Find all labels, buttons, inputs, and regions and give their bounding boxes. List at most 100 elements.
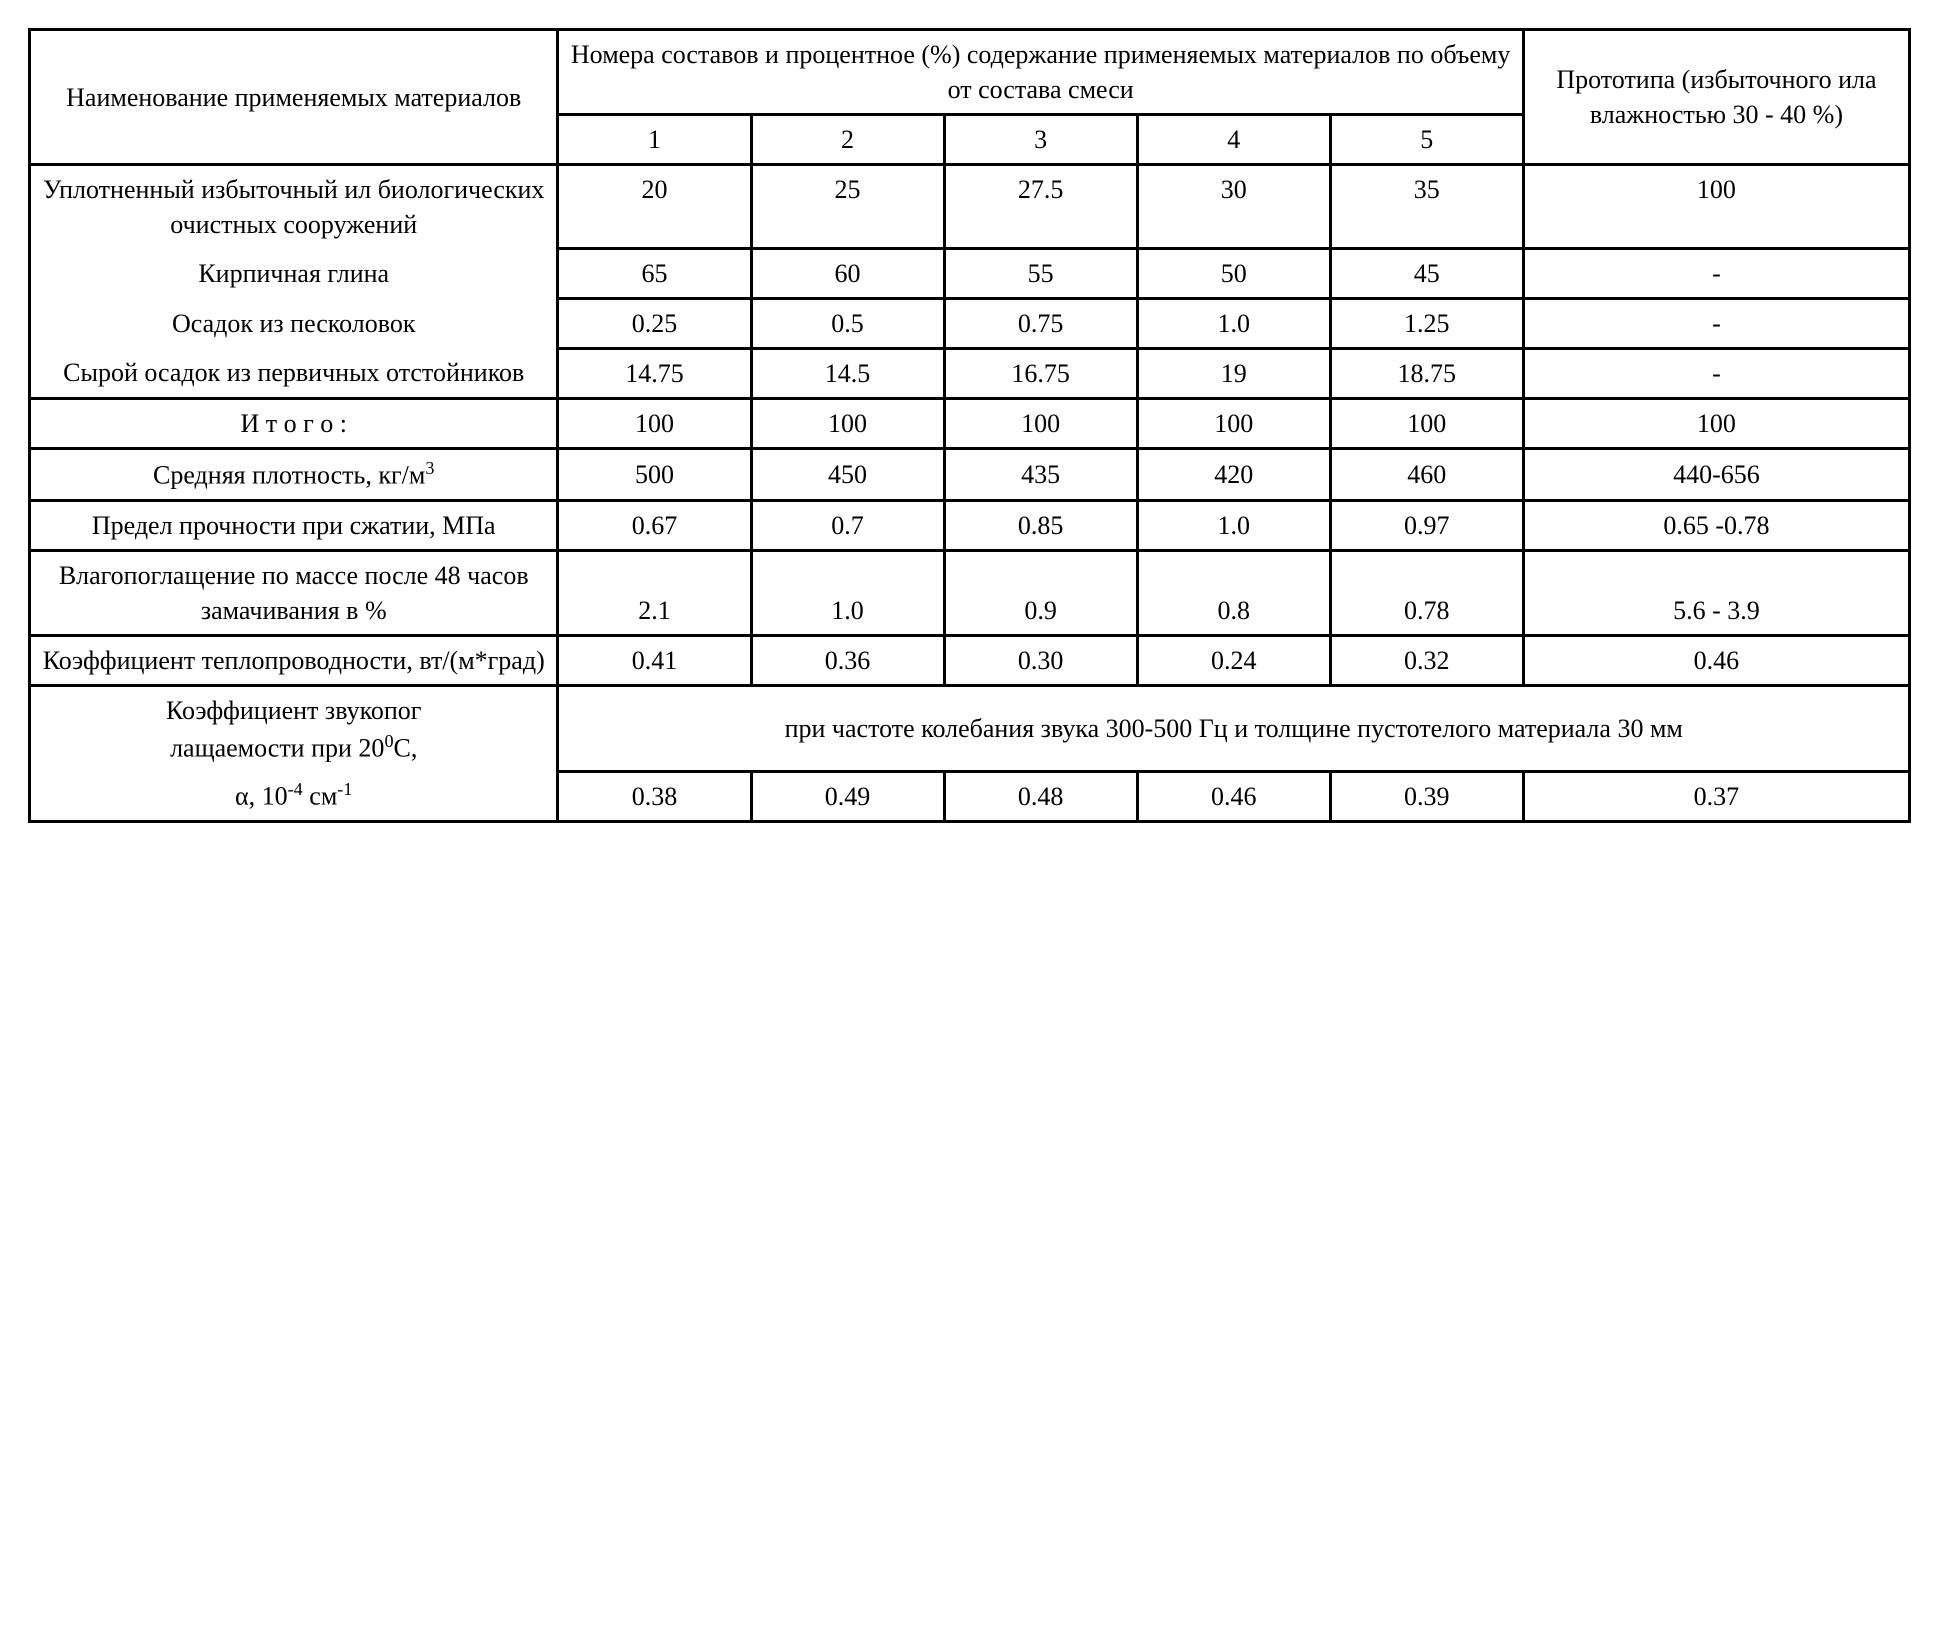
cell-c4: 19: [1137, 349, 1330, 399]
cell-c2: 0.49: [751, 771, 944, 821]
row-primary-sed: Сырой осадок из первич­ных отстойников 1…: [30, 349, 1910, 399]
cell-proto: 0.37: [1523, 771, 1909, 821]
acoustic-l2-pre: лащаемости при 20: [170, 733, 384, 762]
cell-proto: 100: [1523, 399, 1909, 449]
cell-c1: 100: [558, 399, 751, 449]
header-num-2: 2: [751, 115, 944, 165]
cell-c4: 1.0: [1137, 501, 1330, 551]
cell-c3: 0.85: [944, 501, 1137, 551]
cell-c5: 460: [1330, 449, 1523, 501]
acoustic-l3-sup2: -1: [337, 779, 352, 799]
cell-c1: 0.41: [558, 636, 751, 686]
materials-table: Наименование применяемых материалов Номе…: [28, 28, 1911, 823]
cell-c3: 0.75: [944, 299, 1137, 349]
cell-c3: 27.5: [944, 165, 1137, 249]
acoustic-l2-sup: 0: [384, 731, 393, 751]
cell-c5: 35: [1330, 165, 1523, 249]
cell-c4: 30: [1137, 165, 1330, 249]
cell-c1: 0.67: [558, 501, 751, 551]
cell-label: Кирпичная глина: [30, 248, 558, 298]
acoustic-l3-sup: -4: [288, 779, 303, 799]
cell-c5: 0.32: [1330, 636, 1523, 686]
cell-label-part2: α, 10-4 см-1: [30, 771, 558, 821]
cell-c3: 435: [944, 449, 1137, 501]
cell-c1: 500: [558, 449, 751, 501]
cell-c3: 0.9: [944, 551, 1137, 636]
cell-c2: 0.36: [751, 636, 944, 686]
cell-c5: 0.97: [1330, 501, 1523, 551]
cell-c3: 100: [944, 399, 1137, 449]
cell-c5: 0.39: [1330, 771, 1523, 821]
row-sand-trap: Осадок из песколовок 0.25 0.5 0.75 1.0 1…: [30, 299, 1910, 349]
cell-c5: 100: [1330, 399, 1523, 449]
cell-c3: 55: [944, 248, 1137, 298]
cell-label: И т о г о :: [30, 399, 558, 449]
cell-proto: -: [1523, 299, 1909, 349]
cell-proto: -: [1523, 248, 1909, 298]
acoustic-l3-post: см: [303, 782, 338, 811]
cell-c1: 65: [558, 248, 751, 298]
density-label-prefix: Средняя плотность, кг/м: [153, 461, 425, 490]
header-num-1: 1: [558, 115, 751, 165]
cell-label: Коэффициент теплопро­водности, вт/(м*гра…: [30, 636, 558, 686]
header-name: Наименование применяемых материалов: [30, 30, 558, 165]
cell-c2: 1.0: [751, 551, 944, 636]
acoustic-l3-pre: α, 10: [235, 782, 288, 811]
cell-c2: 100: [751, 399, 944, 449]
cell-c4: 50: [1137, 248, 1330, 298]
cell-proto: 0.46: [1523, 636, 1909, 686]
row-acoustic-note: Коэффициент звукопог­лащаемости при 200С…: [30, 686, 1910, 771]
cell-label: Средняя плотность, кг/м3: [30, 449, 558, 501]
cell-label-part1: Коэффициент звукопог­лащаемости при 200С…: [30, 686, 558, 771]
row-total: И т о г о : 100 100 100 100 100 100: [30, 399, 1910, 449]
cell-label: Предел прочности при сжатии, МПа: [30, 501, 558, 551]
cell-label: Уплотненный избыточ­ный ил биологических…: [30, 165, 558, 249]
row-thermal: Коэффициент теплопро­водности, вт/(м*гра…: [30, 636, 1910, 686]
row-density: Средняя плотность, кг/м3 500 450 435 420…: [30, 449, 1910, 501]
cell-c3: 0.48: [944, 771, 1137, 821]
cell-proto: 440-656: [1523, 449, 1909, 501]
cell-c5: 1.25: [1330, 299, 1523, 349]
header-num-4: 4: [1137, 115, 1330, 165]
cell-c2: 450: [751, 449, 944, 501]
cell-c1: 0.38: [558, 771, 751, 821]
cell-c5: 0.78: [1330, 551, 1523, 636]
cell-c4: 420: [1137, 449, 1330, 501]
cell-c2: 0.5: [751, 299, 944, 349]
cell-c4: 0.8: [1137, 551, 1330, 636]
cell-c1: 14.75: [558, 349, 751, 399]
cell-c2: 14.5: [751, 349, 944, 399]
row-brick-clay: Кирпичная глина 65 60 55 50 45 -: [30, 248, 1910, 298]
cell-c2: 0.7: [751, 501, 944, 551]
header-num-3: 3: [944, 115, 1137, 165]
cell-c4: 0.24: [1137, 636, 1330, 686]
cell-proto: 100: [1523, 165, 1909, 249]
row-water-abs: Влагопоглащение по мас­се после 48 часов…: [30, 551, 1910, 636]
row-strength: Предел прочности при сжатии, МПа 0.67 0.…: [30, 501, 1910, 551]
header-prototype: Прототипа (избыточ­ного ила влажностью 3…: [1523, 30, 1909, 165]
row-acoustic-values: α, 10-4 см-1 0.38 0.49 0.48 0.46 0.39 0.…: [30, 771, 1910, 821]
cell-label: Влагопоглащение по мас­се после 48 часов…: [30, 551, 558, 636]
cell-label: Осадок из песколовок: [30, 299, 558, 349]
cell-proto: 0.65 -0.78: [1523, 501, 1909, 551]
cell-proto: -: [1523, 349, 1909, 399]
header-compositions: Номера составов и процентное (%) содержа…: [558, 30, 1523, 115]
cell-c4: 100: [1137, 399, 1330, 449]
cell-c5: 18.75: [1330, 349, 1523, 399]
cell-c1: 0.25: [558, 299, 751, 349]
acoustic-note: при частоте колебания звука 300-500 Гц и…: [558, 686, 1910, 771]
cell-c2: 60: [751, 248, 944, 298]
row-sludge-bio: Уплотненный избыточ­ный ил биологических…: [30, 165, 1910, 249]
cell-label: Сырой осадок из первич­ных отстойников: [30, 349, 558, 399]
cell-c4: 1.0: [1137, 299, 1330, 349]
density-label-sup: 3: [425, 458, 434, 478]
header-num-5: 5: [1330, 115, 1523, 165]
cell-c4: 0.46: [1137, 771, 1330, 821]
cell-c3: 0.30: [944, 636, 1137, 686]
acoustic-l1: Коэффициент звукопог­: [166, 696, 422, 725]
cell-c5: 45: [1330, 248, 1523, 298]
cell-proto: 5.6 - 3.9: [1523, 551, 1909, 636]
header-row-1: Наименование применяемых материалов Номе…: [30, 30, 1910, 115]
cell-c3: 16.75: [944, 349, 1137, 399]
cell-c1: 2.1: [558, 551, 751, 636]
